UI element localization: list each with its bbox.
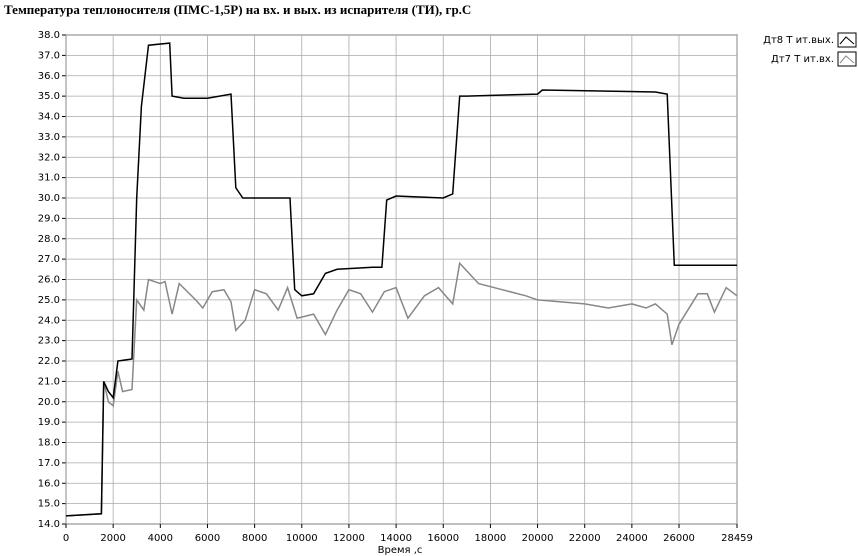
y-tick-label: 19.0 — [38, 417, 60, 428]
y-tick-label: 20.0 — [38, 397, 60, 408]
chart-title: Температура теплоносителя (ПМС-1,5Р) на … — [4, 2, 471, 17]
y-tick-label: 22.0 — [38, 356, 60, 367]
x-tick-label: 6000 — [195, 533, 220, 544]
x-axis-label: Время ,с — [378, 545, 423, 556]
legend-icon-line — [839, 36, 855, 45]
legend-label: Дт7 T ит.вх. — [771, 54, 834, 65]
x-tick-label: 18000 — [474, 533, 506, 544]
y-tick-label: 30.0 — [38, 193, 60, 204]
series-line — [65, 42, 737, 517]
y-tick-label: 31.0 — [38, 173, 60, 184]
y-tick-label: 37.0 — [38, 50, 60, 61]
y-tick-label: 24.0 — [38, 315, 60, 326]
x-tick-label: 12000 — [333, 533, 365, 544]
x-tick-label: 8000 — [242, 533, 267, 544]
legend — [837, 32, 857, 67]
legend-label: Дт8 T ит.вых. — [763, 35, 834, 46]
y-tick-label: 23.0 — [38, 336, 60, 347]
y-tick-label: 34.0 — [38, 112, 60, 123]
y-tick-label: 28.0 — [38, 234, 60, 245]
x-tick-label: 20000 — [522, 533, 554, 544]
x-tick-label: 10000 — [286, 533, 318, 544]
y-tick-label: 27.0 — [38, 254, 60, 265]
legend-icon — [837, 32, 857, 48]
y-tick-label: 29.0 — [38, 213, 60, 224]
y-tick-label: 14.0 — [38, 519, 60, 530]
x-tick-label: 22000 — [569, 533, 601, 544]
legend-icon — [837, 51, 857, 67]
x-tick-label: 16000 — [427, 533, 459, 544]
y-tick-label: 32.0 — [38, 152, 60, 163]
legend-icon-line — [839, 55, 855, 64]
x-tick-label: 28459 — [721, 533, 753, 544]
y-tick-label: 21.0 — [38, 376, 60, 387]
x-tick-label: 2000 — [100, 533, 125, 544]
y-tick-label: 18.0 — [38, 438, 60, 449]
x-tick-label: 0 — [63, 533, 69, 544]
y-tick-label: 35.0 — [38, 91, 60, 102]
x-tick-label: 4000 — [148, 533, 173, 544]
y-tick-label: 17.0 — [38, 458, 60, 469]
y-tick-label: 38.0 — [38, 30, 60, 41]
x-tick-label: 26000 — [663, 533, 695, 544]
y-tick-label: 25.0 — [38, 295, 60, 306]
y-tick-label: 33.0 — [38, 132, 60, 143]
x-tick-label: 24000 — [616, 533, 648, 544]
x-tick-label: 14000 — [380, 533, 412, 544]
y-tick-label: 26.0 — [38, 275, 60, 286]
y-tick-label: 15.0 — [38, 499, 60, 510]
series-line — [65, 261, 738, 517]
y-tick-label: 16.0 — [38, 478, 60, 489]
y-tick-label: 36.0 — [38, 71, 60, 82]
